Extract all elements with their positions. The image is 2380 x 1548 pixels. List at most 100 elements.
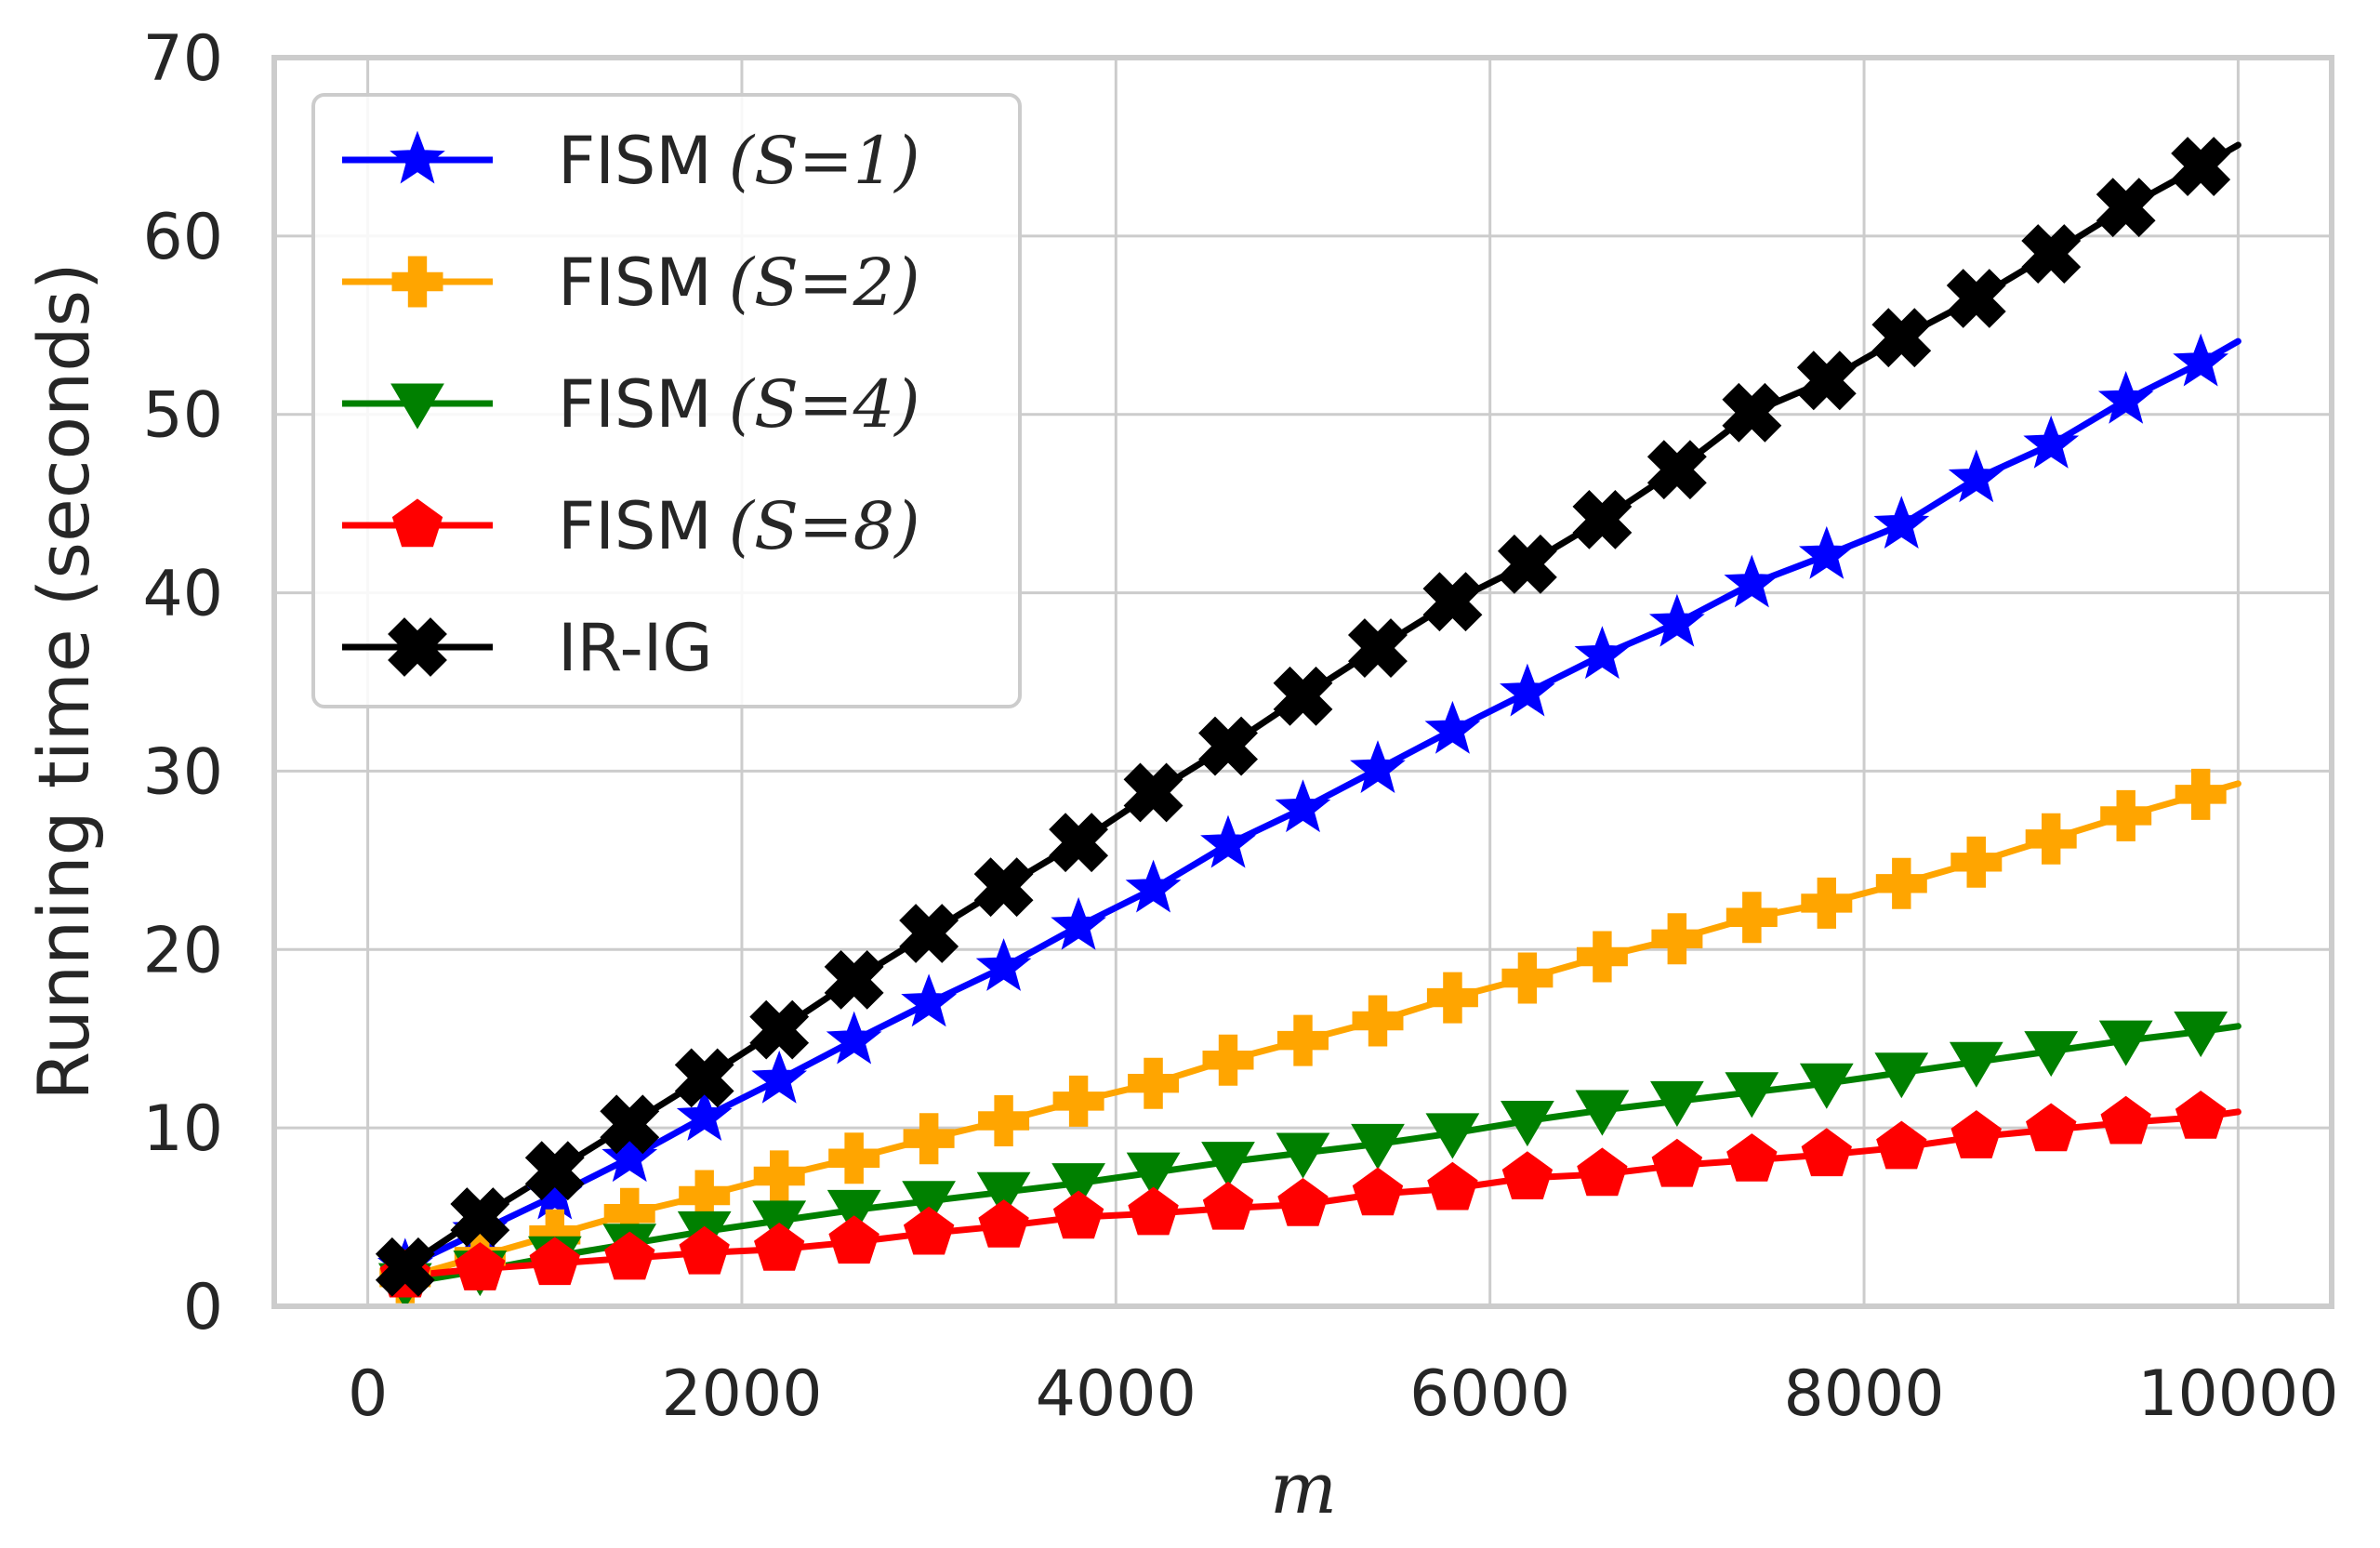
legend-name: FISM [558,123,712,199]
data-point [1351,1123,1405,1170]
data-point [826,1189,881,1236]
data-point [1801,877,1853,929]
data-point [524,1141,585,1201]
data-point [2175,768,2227,820]
legend-label: FISM (S=4) [558,366,920,443]
data-point [973,857,1034,918]
legend-name: FISM [558,245,712,321]
data-point [604,1231,655,1280]
data-point [1726,892,1778,944]
data-point [2175,1090,2227,1139]
data-point [976,1171,1031,1218]
data-point [1798,525,1855,579]
data-point [1946,269,2006,328]
legend-marker [390,383,444,430]
data-point [2100,1095,2151,1144]
data-point [1277,1014,1329,1066]
data-point [1875,857,1927,909]
data-point [903,1113,955,1165]
data-point [1950,836,2003,888]
data-point [1347,618,1408,679]
legend-box [311,93,1022,708]
data-point [1049,813,1109,873]
x-tick-label: 6000 [1409,1357,1570,1431]
data-point [1201,1142,1255,1188]
data-point [1948,449,2004,503]
data-point [455,1242,506,1290]
legend-marker [388,617,447,677]
data-point [1575,1090,1630,1136]
data-point [1648,593,1705,647]
data-point [751,1050,808,1104]
data-point [1125,859,1182,913]
data-point [2173,333,2229,387]
y-axis-title: Running time (seconds) [22,262,105,1100]
data-point [1876,1120,1927,1170]
x-axis-title: m [1270,1447,1337,1529]
data-point [1427,1161,1478,1211]
data-point [2096,178,2156,238]
data-point [2100,789,2152,841]
data-point [600,1094,660,1155]
data-point [826,1011,882,1065]
data-point [1572,489,1633,549]
data-point [1725,1072,1779,1118]
legend: FISM (S=1)FISM (S=2)FISM (S=4)FISM (S=8)IR-I… [311,93,1022,708]
data-point [2097,370,2154,424]
data-point [1426,972,1478,1024]
data-point [1497,534,1557,594]
data-point [1424,700,1481,754]
legend-math: (S=4) [729,366,920,443]
data-point [1350,740,1406,793]
data-point [529,1237,580,1286]
data-point [1052,1075,1104,1127]
data-point [1501,1151,1554,1199]
data-point [901,973,958,1027]
data-point [1051,1163,1105,1210]
data-point [1650,1080,1704,1127]
data-point [903,1206,955,1255]
data-point [902,1181,956,1227]
data-point [828,1215,879,1264]
data-point [1123,762,1183,823]
data-point [1198,716,1259,776]
data-point [375,1237,435,1297]
data-point [1574,626,1631,680]
data-point [978,1199,1029,1248]
data-point [674,1048,734,1108]
legend-label: FISM (S=8) [558,488,920,564]
series-markers [375,137,2231,1309]
data-point [1646,440,1707,500]
data-point [754,1222,805,1271]
data-point [978,1095,1030,1146]
data-point [1651,913,1703,965]
data-point [1128,1186,1179,1236]
x-tick-label: 10000 [2137,1357,2338,1431]
data-point [1273,666,1333,726]
data-point [2021,224,2082,284]
legend-name: IR-IG [558,610,713,686]
data-point [1724,554,1780,608]
x-tick-label: 0 [348,1357,388,1431]
data-point [1726,1133,1778,1182]
legend-math: (S=1) [729,123,920,199]
y-tick-label: 60 [142,201,223,274]
data-point [2025,813,2077,865]
data-point [975,938,1032,991]
data-point [676,1088,733,1142]
data-point [1577,1147,1628,1197]
data-point [679,1225,730,1275]
legend-marker [391,256,443,308]
x-tick-label: 4000 [1036,1357,1197,1431]
data-point [1425,1113,1480,1159]
data-point [1874,1052,1929,1099]
data-point [1202,1181,1254,1230]
data-point [1277,1177,1329,1226]
legend-label: IR-IG [558,610,713,686]
data-point [1051,896,1106,950]
data-point [1200,814,1256,868]
data-point [1202,1034,1254,1086]
plot-frame [271,55,2334,1309]
data-point [824,949,884,1010]
data-point [1801,1128,1852,1177]
